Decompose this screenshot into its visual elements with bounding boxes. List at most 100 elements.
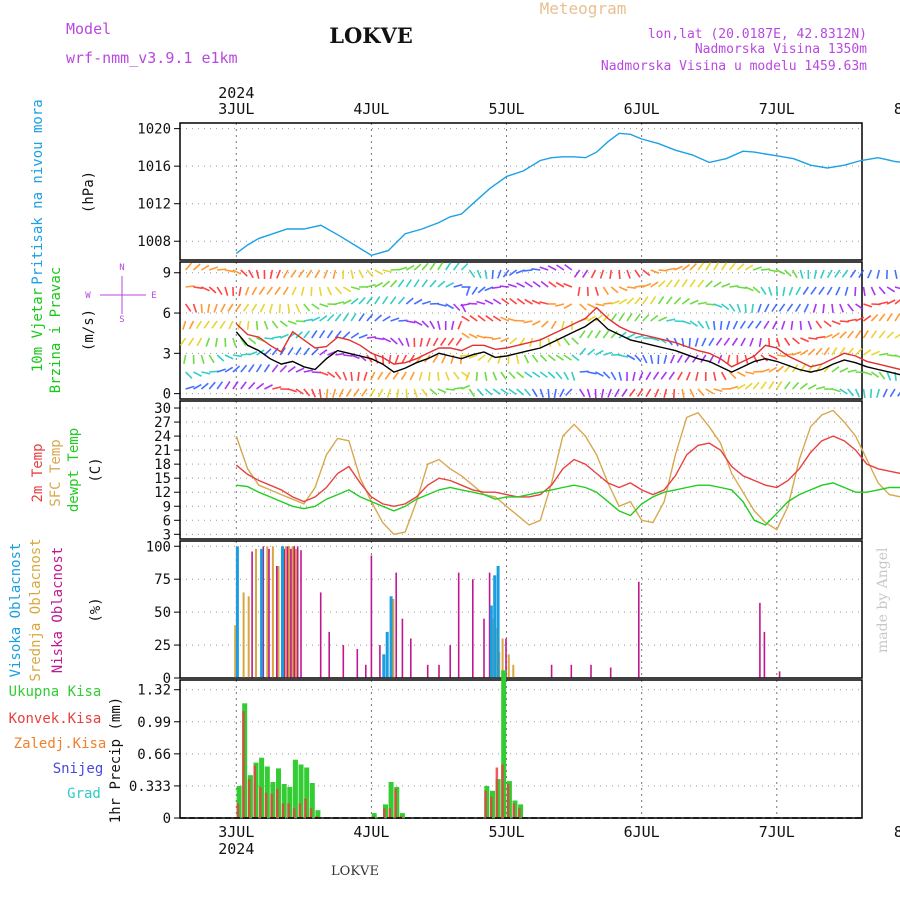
wind-barb	[509, 337, 518, 345]
wind-barb	[224, 337, 227, 348]
wind-barb	[882, 388, 888, 398]
wind-barb	[188, 320, 195, 330]
wind-barb	[209, 370, 219, 373]
wind-barb	[492, 371, 498, 381]
wind-barb	[475, 371, 479, 382]
wind-barb	[626, 297, 635, 305]
wind-barb	[208, 354, 215, 364]
convective-precip-bar	[484, 790, 487, 818]
convective-precip-bar	[309, 808, 313, 818]
wind-barb	[642, 282, 652, 288]
wind-barb	[822, 303, 825, 314]
wind-barb	[555, 354, 564, 361]
wind-barb	[377, 371, 384, 381]
low-cloud-bar	[356, 649, 359, 678]
wind-barb	[279, 364, 288, 373]
wind-barb	[634, 296, 642, 305]
wind-barb	[808, 337, 818, 340]
wind-barb	[791, 381, 800, 390]
wind-barb	[445, 282, 455, 288]
wind-barb	[737, 286, 747, 289]
wind-barb	[736, 371, 746, 378]
low-cloud-bar	[410, 638, 412, 678]
low-cloud-bar	[590, 664, 592, 678]
wind-label-line2: Brzina i Pravac	[48, 267, 64, 393]
wind-barb	[303, 369, 313, 373]
wind-barb	[185, 262, 193, 271]
y-tick-label: 21	[154, 443, 171, 459]
y-tick-label: 25	[154, 638, 171, 654]
wind-barb	[863, 371, 873, 376]
wind-barb	[712, 371, 717, 381]
wind-barb	[499, 285, 509, 288]
wind-barb	[747, 320, 754, 329]
y-tick-label: 3	[163, 527, 171, 543]
precip-legend-item: Zaledj.Kisa	[14, 736, 107, 752]
wind-barb	[295, 388, 304, 395]
wind-barb	[740, 337, 746, 347]
wind-barb	[729, 385, 739, 390]
total-precip-bar	[315, 810, 321, 818]
wind-barb	[650, 269, 660, 275]
wind-barb	[632, 371, 636, 381]
wind-barb	[398, 319, 408, 322]
wind-barb	[381, 354, 385, 365]
wind-barb	[642, 296, 649, 305]
temp-unit-label: (C)	[88, 457, 104, 482]
wind-barb	[303, 303, 311, 312]
wind-barb	[563, 371, 570, 381]
wind-barb	[326, 330, 334, 339]
wind-barb	[263, 348, 272, 356]
wind-barb	[358, 313, 365, 322]
wind-barb	[382, 295, 389, 305]
wind-barb	[618, 286, 628, 292]
wind-barb	[812, 303, 817, 313]
wind-barb	[844, 286, 849, 296]
wind-barb	[758, 337, 762, 348]
wind-barb	[429, 279, 437, 288]
y-tick-label: 0.333	[129, 779, 171, 795]
wind-barb	[831, 332, 840, 339]
wind-barb	[413, 320, 423, 326]
wind-barb	[665, 279, 673, 288]
wind-barb	[556, 264, 565, 271]
wind-barb	[760, 268, 771, 271]
low-cloud-bar	[328, 631, 330, 678]
wind-barb	[831, 388, 841, 393]
wind-barb	[335, 352, 345, 356]
wind-barb	[839, 367, 849, 373]
wind-barb	[799, 349, 809, 356]
wind-barb	[831, 346, 838, 356]
convective-precip-bar	[371, 816, 375, 818]
low-cloud-bar	[395, 572, 397, 678]
wind-barb	[413, 263, 422, 271]
total-precip-bar	[371, 813, 377, 818]
wind-barb	[453, 303, 461, 312]
wind-barb	[192, 263, 201, 271]
wind-barb	[539, 301, 549, 305]
wind-barb	[323, 269, 329, 279]
wind-barb	[240, 364, 248, 373]
wind-barb	[720, 262, 728, 271]
wind-barb	[192, 303, 198, 313]
wind-barb	[216, 354, 225, 362]
wind-barb	[271, 320, 279, 329]
wind-barb	[548, 281, 557, 288]
wind-barb	[246, 320, 250, 330]
wind-barb	[291, 286, 297, 296]
y-tick-label: 0.66	[137, 747, 171, 763]
wind-barb	[839, 303, 845, 313]
wind-barb	[295, 331, 303, 339]
wind-barb	[426, 337, 431, 347]
wind-barb	[610, 286, 619, 294]
wind-barb	[847, 388, 855, 397]
y-tick-label: 1.32	[137, 683, 171, 699]
wind-barb	[238, 286, 242, 297]
wind-barb	[600, 388, 605, 398]
wind-barb	[760, 286, 767, 296]
wind-barb	[539, 388, 545, 398]
wind-barb	[366, 296, 373, 305]
wind-barb	[271, 364, 279, 373]
wind-barb	[234, 303, 242, 312]
wind-barb	[876, 269, 881, 279]
